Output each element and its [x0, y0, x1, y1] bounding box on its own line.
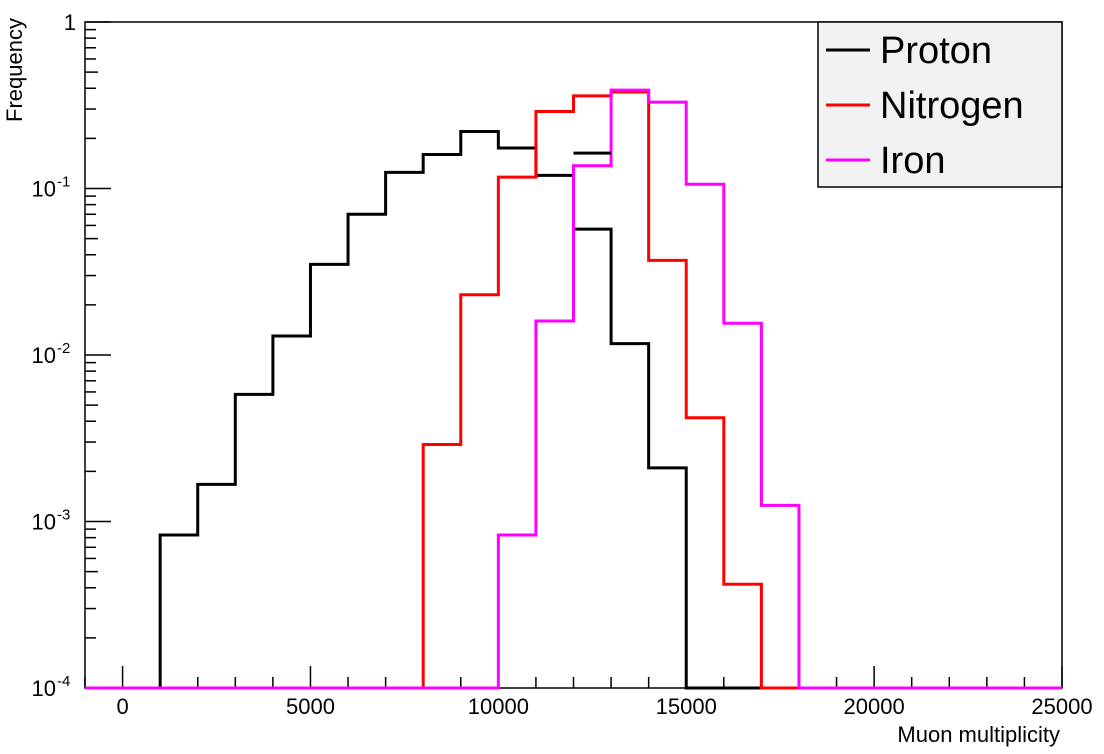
y-tick-exponent: -4	[57, 673, 70, 690]
x-tick-label: 20000	[844, 694, 905, 719]
x-tick-label: 15000	[656, 694, 717, 719]
x-tick-label: 5000	[286, 694, 335, 719]
y-tick-exponent: -1	[57, 174, 70, 191]
legend-label-nitrogen: Nitrogen	[880, 85, 1024, 127]
y-tick-label: 10	[32, 676, 56, 701]
legend-label-iron: Iron	[880, 140, 945, 182]
legend: Proton Nitrogen Iron	[817, 21, 1063, 188]
y-tick-exponent: -3	[57, 507, 70, 524]
y-tick-label: 10	[32, 343, 56, 368]
y-tick-label: 10	[32, 510, 56, 535]
y-tick-label: 1	[64, 10, 76, 35]
y-axis-ticks: 110-110-210-310-4	[32, 10, 111, 701]
series-iron-line	[85, 88, 1062, 690]
series-lines	[85, 88, 1062, 690]
x-tick-label: 25000	[1031, 694, 1092, 719]
legend-label-proton: Proton	[880, 30, 992, 72]
y-tick-label: 10	[32, 177, 56, 202]
y-axis-label: Frequency	[2, 18, 27, 122]
y-minor-ticks	[85, 28, 98, 639]
x-tick-label: 0	[116, 694, 128, 719]
y-tick-exponent: -2	[57, 340, 70, 357]
x-tick-label: 10000	[468, 694, 529, 719]
x-axis-label: Muon multiplicity	[897, 722, 1060, 747]
x-axis-ticks: 0 5000 10000 15000 20000 25000	[84, 666, 1093, 719]
